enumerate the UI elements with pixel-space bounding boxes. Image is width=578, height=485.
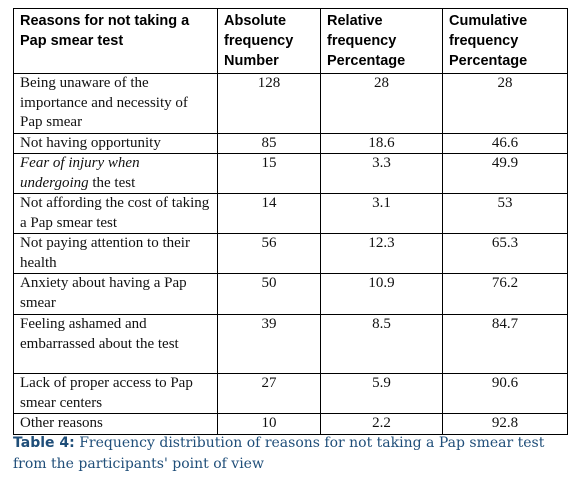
- number-cell: 92.8: [442, 413, 568, 435]
- number-cell: 65.3: [442, 233, 568, 274]
- reason-cell: Not paying attention to their health: [13, 233, 218, 274]
- reason-cell: Being unaware of the importance and nece…: [13, 73, 218, 134]
- number-cell: 28: [320, 73, 443, 134]
- number-cell: 84.7: [442, 314, 568, 374]
- number-cell: 15: [217, 153, 321, 194]
- reason-cell: Other reasons: [13, 413, 218, 435]
- header-cell: Relative frequency Percentage: [320, 8, 443, 74]
- table-row: Not affording the cost of taking a Pap s…: [13, 193, 568, 234]
- number-cell: 18.6: [320, 132, 443, 154]
- number-cell: 46.6: [442, 132, 568, 154]
- caption: Table 4: Frequency distribution of reaso…: [13, 433, 573, 475]
- reason-italic: Fear of injury when undergoing: [20, 155, 140, 191]
- number-cell: 14: [217, 193, 321, 234]
- reason-cell: Not affording the cost of taking a Pap s…: [13, 193, 218, 234]
- number-cell: 85: [217, 132, 321, 154]
- header-cell: Reasons for not taking a Pap smear test: [13, 8, 218, 74]
- number-cell: 56: [217, 233, 321, 274]
- number-cell: 90.6: [442, 373, 568, 414]
- table-row: Other reasons 10 2.2 92.8: [13, 413, 568, 435]
- caption-text: Frequency distribution of reasons for no…: [13, 435, 545, 472]
- header-cell: Cumulative frequency Percentage: [442, 8, 568, 74]
- reason-cell: Fear of injury when undergoing the test: [13, 153, 218, 194]
- number-cell: 53: [442, 193, 568, 234]
- reason-rest: the test: [92, 174, 136, 191]
- number-cell: 3.1: [320, 193, 443, 234]
- number-cell: 28: [442, 73, 568, 134]
- number-cell: 39: [217, 314, 321, 374]
- number-cell: 27: [217, 373, 321, 414]
- table-row: Lack of proper access to Pap smear cente…: [13, 373, 568, 414]
- number-cell: 128: [217, 73, 321, 134]
- header-row: Reasons for not taking a Pap smear test A…: [13, 8, 568, 74]
- number-cell: 2.2: [320, 413, 443, 435]
- table-row: Fear of injury when undergoing the test 1…: [13, 153, 568, 194]
- reason-cell: Feeling ashamed and embarrassed about th…: [13, 314, 218, 374]
- data-table: Reasons for not taking a Pap smear test A…: [13, 8, 568, 435]
- number-cell: 10.9: [320, 273, 443, 315]
- table-row: Being unaware of the importance and nece…: [13, 73, 568, 134]
- reason-cell: Anxiety about having a Pap smear: [13, 273, 218, 315]
- number-cell: 3.3: [320, 153, 443, 194]
- number-cell: 76.2: [442, 273, 568, 315]
- table-row: Feeling ashamed and embarrassed about th…: [13, 314, 568, 374]
- reason-cell: Not having opportunity: [13, 132, 218, 154]
- table-row: Anxiety about having a Pap smear 50 10.9 76…: [13, 273, 568, 315]
- number-cell: 10: [217, 413, 321, 435]
- header-cell: Absolute frequency Number: [217, 8, 321, 74]
- table-row: Not having opportunity 85 18.6 46.6: [13, 132, 568, 154]
- number-cell: 5.9: [320, 373, 443, 414]
- number-cell: 50: [217, 273, 321, 315]
- number-cell: 8.5: [320, 314, 443, 374]
- reason-cell: Lack of proper access to Pap smear cente…: [13, 373, 218, 414]
- number-cell: 12.3: [320, 233, 443, 274]
- number-cell: 49.9: [442, 153, 568, 194]
- caption-label: Table 4:: [13, 435, 75, 451]
- table-row: Not paying attention to their health 56 12…: [13, 233, 568, 274]
